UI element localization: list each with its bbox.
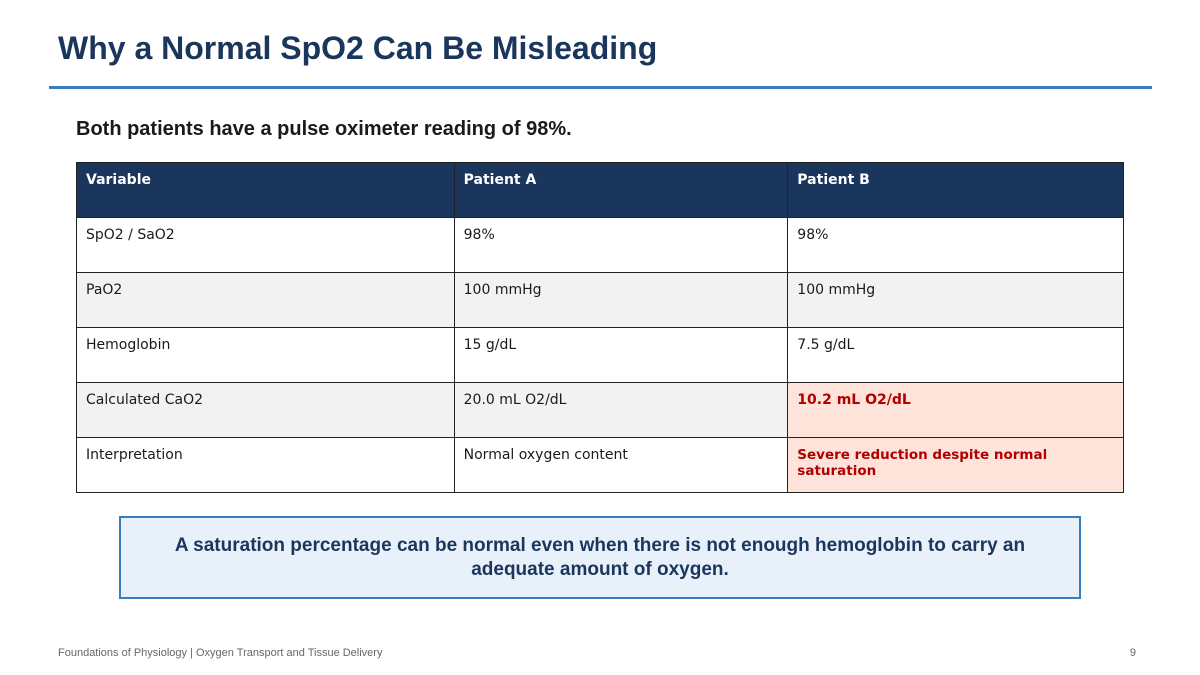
table-cell: 7.5 g/dL <box>787 327 1124 383</box>
table-cell: 100 mmHg <box>787 272 1124 328</box>
table-cell: 98% <box>787 217 1124 273</box>
comparison-table: Variable Patient A Patient B SpO2 / SaO2… <box>76 162 1124 493</box>
slide-title: Why a Normal SpO2 Can Be Misleading <box>58 30 658 66</box>
table-row: Interpretation Normal oxygen content Sev… <box>76 437 1124 493</box>
title-divider <box>49 86 1152 89</box>
footer-course-title: Foundations of Physiology | Oxygen Trans… <box>58 647 383 659</box>
page-number: 9 <box>1129 647 1136 659</box>
table-cell: 98% <box>453 217 789 273</box>
callout-text: A saturation percentage can be normal ev… <box>174 534 1026 580</box>
table-cell: Interpretation <box>76 437 455 493</box>
table-cell: Hemoglobin <box>76 327 455 383</box>
table-header-row: Variable Patient A Patient B <box>76 162 1124 218</box>
table-row: Calculated CaO2 20.0 mL O2/dL 10.2 mL O2… <box>76 382 1124 438</box>
table-row: SpO2 / SaO2 98% 98% <box>76 217 1124 273</box>
table-cell: Calculated CaO2 <box>76 382 455 438</box>
table-cell: PaO2 <box>76 272 455 328</box>
table-row: PaO2 100 mmHg 100 mmHg <box>76 272 1124 328</box>
header-patient-b: Patient B <box>787 162 1124 218</box>
table-cell: Normal oxygen content <box>453 437 789 493</box>
highlighted-cell-cao2: 10.2 mL O2/dL <box>787 382 1124 438</box>
table-cell: SpO2 / SaO2 <box>76 217 455 273</box>
header-patient-a: Patient A <box>453 162 789 218</box>
highlighted-cell-interpretation: Severe reduction despite normal saturati… <box>787 437 1124 493</box>
slide-subtitle: Both patients have a pulse oximeter read… <box>76 118 572 140</box>
table-cell: 20.0 mL O2/dL <box>453 382 789 438</box>
table-cell: 15 g/dL <box>453 327 789 383</box>
key-takeaway-callout: A saturation percentage can be normal ev… <box>119 516 1081 599</box>
header-variable: Variable <box>76 162 455 218</box>
table-cell: 100 mmHg <box>453 272 789 328</box>
table-row: Hemoglobin 15 g/dL 7.5 g/dL <box>76 327 1124 383</box>
